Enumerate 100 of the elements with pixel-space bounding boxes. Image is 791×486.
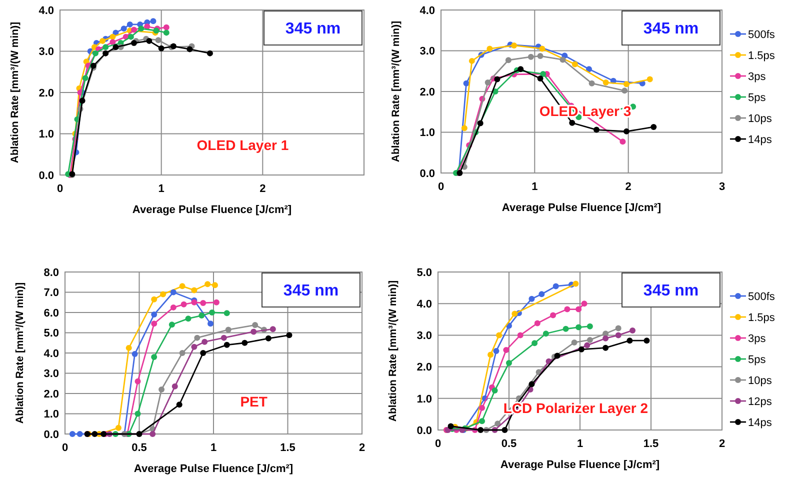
point [623,81,630,88]
point [528,381,535,388]
point [130,26,137,33]
point [186,46,193,52]
point [602,80,609,86]
point [615,332,622,338]
point [552,283,559,290]
point [102,44,109,50]
x-axis-title: Average Pulse Fluence [J/cm²] [134,463,294,475]
point [538,291,545,298]
point [115,424,122,431]
point [176,402,182,408]
point [92,50,98,56]
y-tick-label: 4.0 [38,4,54,17]
legend-label: 5ps [748,354,766,366]
point [76,431,83,437]
legend-label: 14ps [748,134,772,146]
point [479,404,486,411]
point [200,300,206,306]
point [518,66,524,72]
x-tick-label: 2 [260,183,266,195]
point [151,354,158,360]
point [622,88,628,94]
annotation: PET [240,394,268,410]
point [151,296,158,302]
point [615,325,622,332]
y-tick-label: 2.0 [416,362,432,374]
point [79,98,86,104]
point [571,339,578,346]
point [564,306,570,312]
y-tick-label: 7.0 [44,287,59,300]
point [191,344,198,350]
point [586,66,592,72]
point [151,312,158,318]
point [110,34,116,40]
point [578,346,584,352]
annotation: OLED Layer 1 [196,137,289,154]
point [586,323,593,330]
point [170,304,176,310]
annotation: 345 nm [283,282,339,300]
y-axis-title: Ablation Rate [mm³/(W min)] [9,22,21,164]
point [132,351,138,358]
point [204,281,211,288]
x-tick-label: 1 [210,442,217,454]
point [194,334,200,341]
point [461,125,468,132]
y-tick-label: 4.0 [416,298,432,310]
point [468,58,475,64]
y-tick-label: 2.0 [420,86,435,98]
point [602,335,609,342]
x-tick-label: 1 [158,183,164,195]
point [185,316,192,322]
point [265,335,272,342]
y-tick-label: 1.0 [420,127,435,140]
y-tick-label: 5.0 [416,266,432,279]
y-tick-label: 0.0 [420,168,435,180]
point [120,26,127,32]
point [569,120,576,126]
point [584,342,590,348]
point [550,312,556,318]
point [517,332,524,338]
point [630,327,636,334]
point [502,427,508,433]
point [206,50,213,56]
point [160,291,166,298]
point [626,338,633,344]
x-tick-label: 3 [718,181,726,193]
point [586,336,593,343]
point [512,310,518,317]
point [496,332,502,338]
point [534,320,540,326]
x-tick-label: 1.5 [643,438,659,450]
point [150,431,156,437]
y-tick-label: 6.0 [44,307,59,320]
x-axis-title: Average Pulse Fluence [J/cm²] [132,204,292,216]
y-axis-title: Ablation Rate [mm³/(W min)] [387,280,399,422]
point [126,21,133,28]
point [488,352,494,358]
point [532,340,538,346]
annotation: 345 nm [643,282,699,300]
point [144,24,150,30]
point [528,54,534,60]
point [202,338,208,345]
point [158,386,165,392]
point [212,282,218,288]
y-tick-label: 1.0 [44,408,59,421]
y-tick-label: 3.0 [44,368,59,380]
point [134,378,141,384]
x-tick-label: 0 [434,438,442,450]
point [576,306,582,312]
point [172,383,178,390]
point [540,70,546,77]
x-tick-label: 1 [576,438,584,450]
point [150,18,156,24]
x-tick-label: 1.5 [280,442,296,454]
point [537,53,544,60]
y-axis-title: Ablation Rate [mm³/(W min)] [390,20,402,162]
point [191,287,198,294]
y-tick-label: 3.0 [416,330,432,342]
point [220,334,227,341]
